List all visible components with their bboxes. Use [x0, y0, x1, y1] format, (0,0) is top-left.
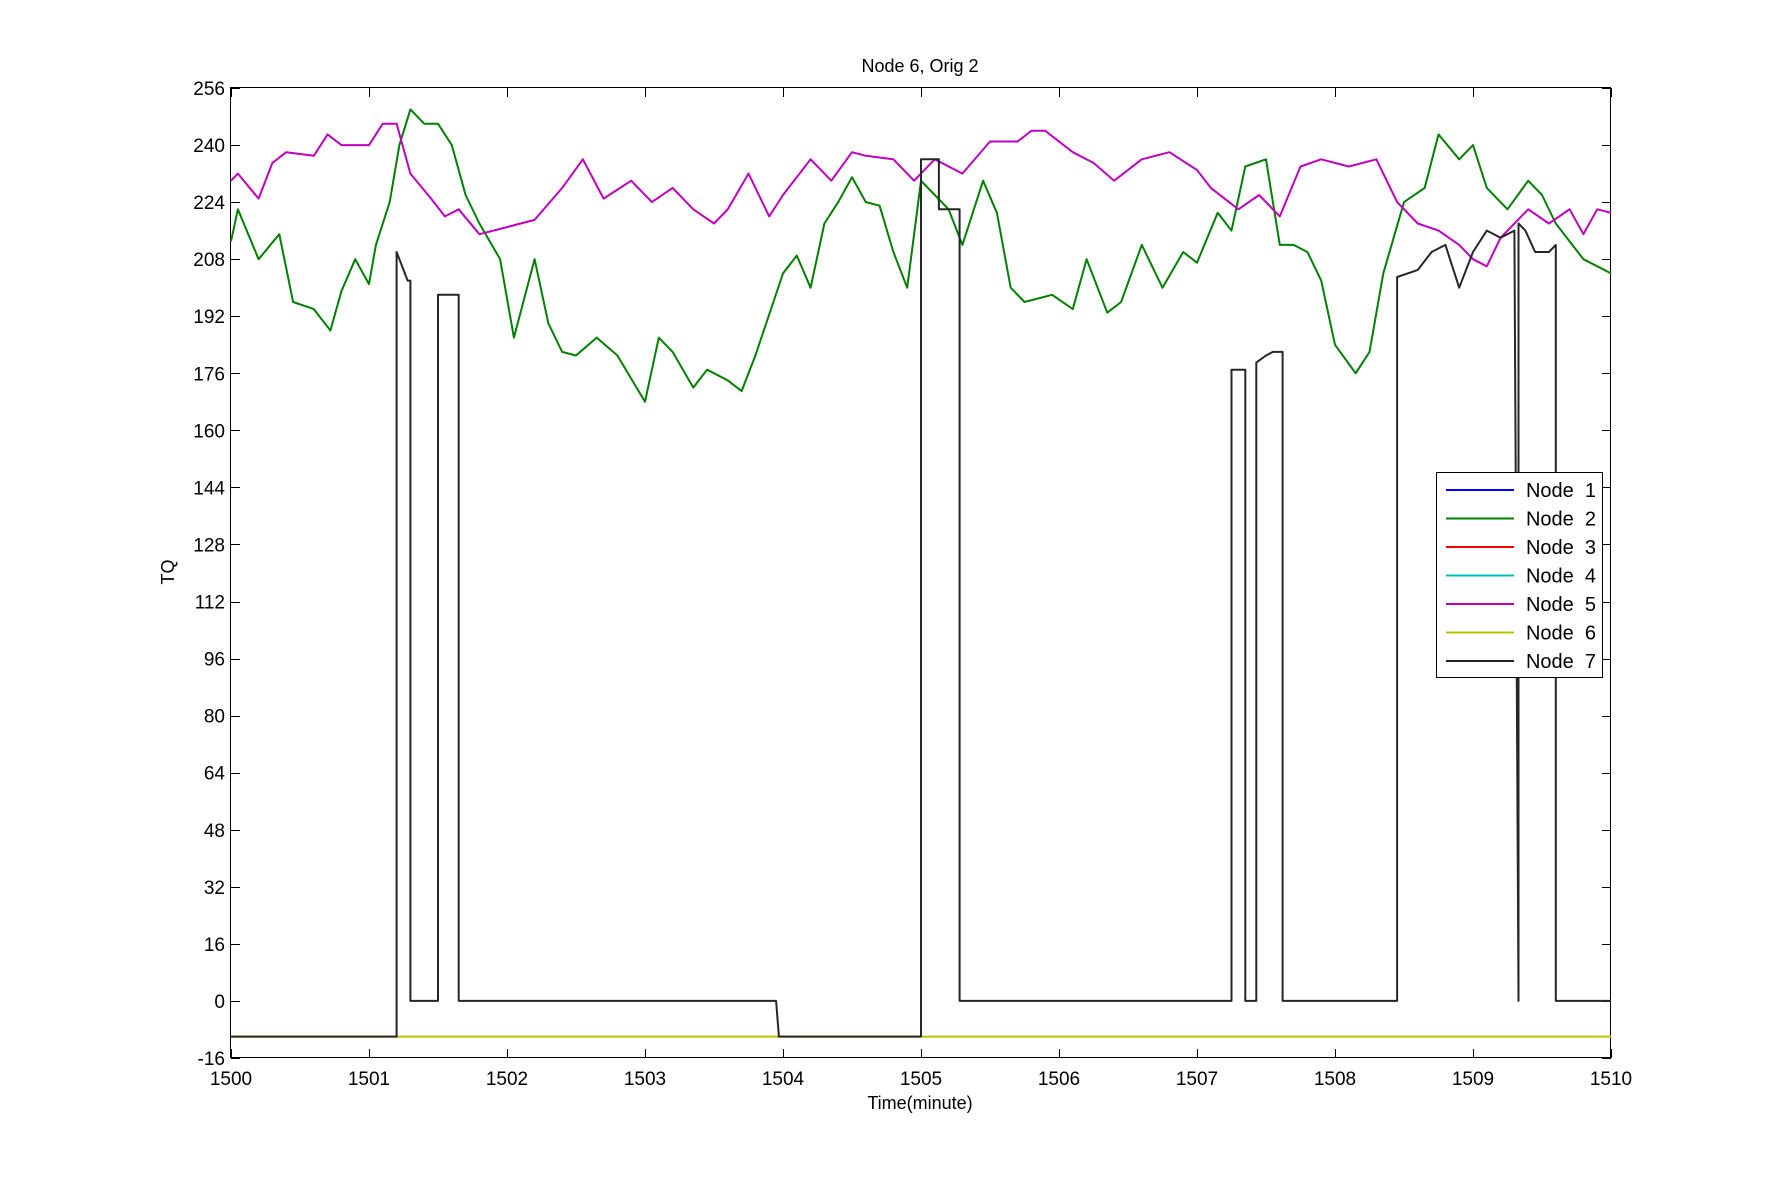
legend-label: Node 4 [1526, 566, 1596, 588]
y-tick-label: 256 [193, 79, 225, 100]
series-line-node-5 [230, 122, 1612, 268]
y-tick-label: 144 [193, 478, 225, 499]
x-tick-label: 1509 [1452, 1069, 1494, 1090]
legend-label: Node 1 [1526, 480, 1596, 502]
y-tick-label: 48 [204, 821, 225, 842]
x-tick-label: 1500 [210, 1069, 252, 1090]
legend-label: Node 2 [1526, 509, 1596, 531]
y-tick-label: 192 [193, 307, 225, 328]
y-tick-label: 224 [193, 193, 225, 214]
axis-ticks: 1500 1501 1502 1503 1504 1505 1506 1507 1508 1509… [193, 79, 1632, 1090]
y-tick-label: 208 [193, 250, 225, 271]
legend: Node 1 Node 2 Node 3 Node 4 Node 5 Node 6 Node… [1436, 472, 1603, 678]
y-tick-label: 128 [193, 535, 225, 556]
y-tick-label: 0 [214, 992, 225, 1013]
legend-label: Node 7 [1526, 651, 1596, 673]
x-tick-label: 1502 [486, 1069, 528, 1090]
y-axis-label: TQ [158, 560, 178, 585]
y-tick-label: 32 [204, 878, 225, 899]
y-tick-label: 160 [193, 421, 225, 442]
x-tick-label: 1501 [348, 1069, 390, 1090]
legend-label: Node 3 [1526, 537, 1596, 559]
y-tick-label: 240 [193, 136, 225, 157]
y-tick-label: -16 [198, 1049, 225, 1070]
x-tick-label: 1505 [900, 1069, 942, 1090]
y-tick-label: 96 [204, 650, 225, 671]
y-tick-label: 16 [204, 935, 225, 956]
legend-items: Node 1 Node 2 Node 3 Node 4 Node 5 Node 6 Node… [1446, 480, 1596, 673]
legend-label: Node 6 [1526, 623, 1596, 645]
x-tick-label: 1506 [1038, 1069, 1080, 1090]
y-tick-label: 80 [204, 707, 225, 728]
x-tick-label: 1508 [1314, 1069, 1356, 1090]
series-line-node-2 [230, 108, 1612, 403]
y-tick-label: 176 [193, 364, 225, 385]
x-tick-label: 1507 [1176, 1069, 1218, 1090]
legend-label: Node 5 [1526, 594, 1596, 616]
x-tick-label: 1504 [762, 1069, 805, 1090]
y-tick-label: 112 [195, 593, 225, 614]
y-tick-label: 64 [204, 764, 226, 785]
x-axis-label: Time(minute) [867, 1093, 972, 1113]
x-tick-label: 1503 [624, 1069, 666, 1090]
chart-title: Node 6, Orig 2 [861, 56, 978, 76]
x-tick-label: 1510 [1590, 1069, 1632, 1090]
